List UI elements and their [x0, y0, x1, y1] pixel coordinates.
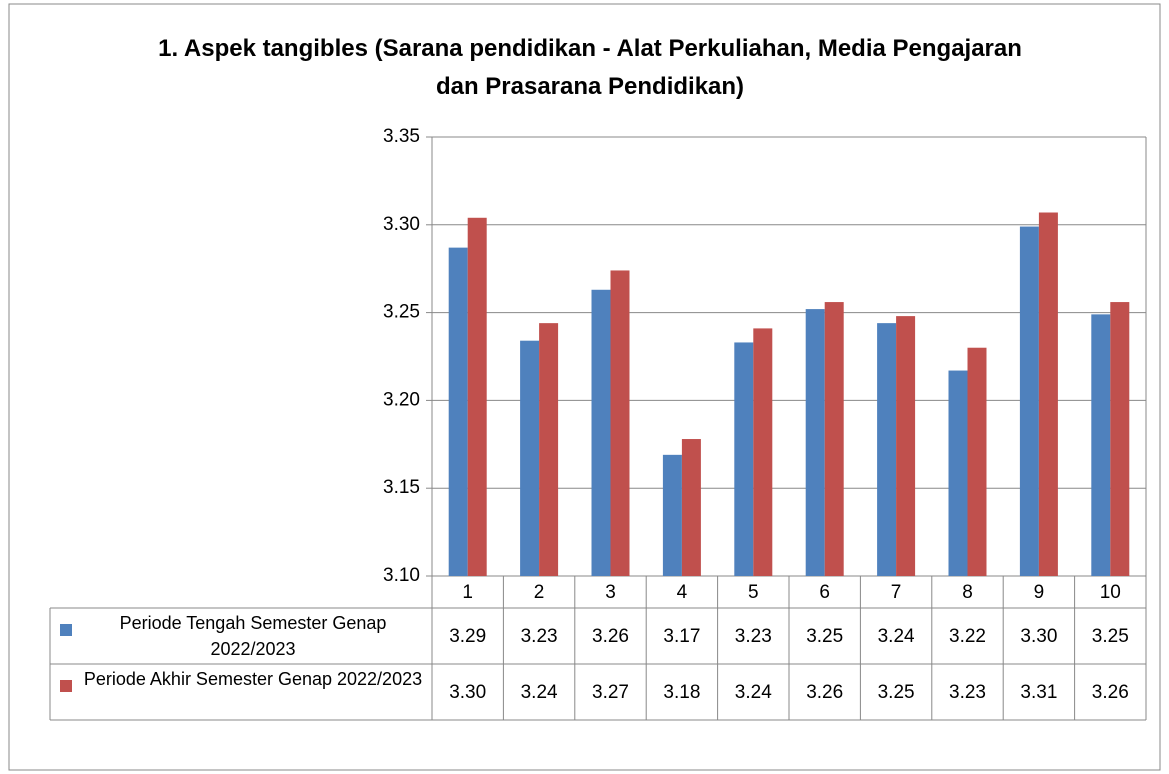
bar [1091, 314, 1111, 576]
table-value: 3.17 [663, 626, 700, 647]
chart-title: 1. Aspek tangibles (Sarana pendidikan - … [158, 35, 1022, 100]
y-tick-label: 3.35 [383, 126, 420, 147]
legend-box: Periode Akhir Semester Genap 2022/2023 [83, 669, 423, 689]
legend-swatch [60, 680, 72, 692]
bar [448, 247, 468, 577]
bar [591, 289, 611, 576]
table-value: 3.22 [949, 626, 986, 647]
table-value: 3.24 [878, 626, 915, 647]
table-value: 3.25 [1092, 626, 1129, 647]
bar [805, 309, 825, 576]
table-value: 3.24 [735, 682, 772, 703]
title-box: 1. Aspek tangibles (Sarana pendidikan - … [158, 35, 1022, 100]
table-value: 3.23 [735, 626, 772, 647]
bar [753, 328, 773, 576]
table-value: 3.30 [449, 682, 486, 703]
y-tick-label: 3.30 [383, 214, 420, 235]
legend-label: Periode Akhir Semester Genap 2022/2023 [83, 669, 423, 689]
y-tick-label: 3.25 [383, 302, 420, 323]
table-value: 3.26 [806, 682, 843, 703]
bar [1019, 226, 1039, 576]
bar [948, 370, 968, 576]
table-value: 3.23 [521, 626, 558, 647]
x-tick-label: 7 [891, 582, 902, 603]
bar [877, 323, 897, 576]
table-value: 3.27 [592, 682, 629, 703]
bar [681, 439, 701, 576]
bar [1110, 302, 1130, 576]
frame [8, 3, 1161, 771]
table-value: 3.29 [449, 626, 486, 647]
table-value: 3.23 [949, 682, 986, 703]
bar [662, 454, 682, 576]
table-value: 3.30 [1020, 626, 1057, 647]
x-tick-label: 3 [605, 582, 616, 603]
table-value: 3.25 [878, 682, 915, 703]
bar [467, 217, 487, 576]
y-tick-label: 3.15 [383, 477, 420, 498]
x-tick-label: 10 [1100, 582, 1121, 603]
x-tick-label: 9 [1034, 582, 1045, 603]
bar [610, 270, 630, 576]
table-value: 3.24 [521, 682, 558, 703]
bar [967, 347, 987, 576]
x-tick-label: 4 [677, 582, 688, 603]
table-value: 3.26 [592, 626, 629, 647]
table-value: 3.25 [806, 626, 843, 647]
table-value: 3.26 [1092, 682, 1129, 703]
bar [1038, 212, 1058, 576]
x-tick-label: 1 [462, 582, 473, 603]
x-tick-label: 5 [748, 582, 759, 603]
x-tick-label: 8 [962, 582, 973, 603]
legend-box: Periode Tengah Semester Genap 2022/2023 [119, 613, 387, 659]
legend-swatch [60, 624, 72, 636]
bar [896, 316, 916, 576]
x-tick-label: 2 [534, 582, 545, 603]
table-value: 3.31 [1020, 682, 1057, 703]
bar [734, 342, 754, 576]
y-tick-label: 3.20 [383, 389, 420, 410]
legend-label: Periode Tengah Semester Genap 2022/2023 [119, 613, 387, 659]
y-tick-label: 3.10 [383, 565, 420, 586]
bar [824, 302, 844, 576]
bar [520, 340, 540, 576]
x-tick-label: 6 [819, 582, 830, 603]
table-value: 3.18 [663, 682, 700, 703]
bar [539, 323, 559, 576]
